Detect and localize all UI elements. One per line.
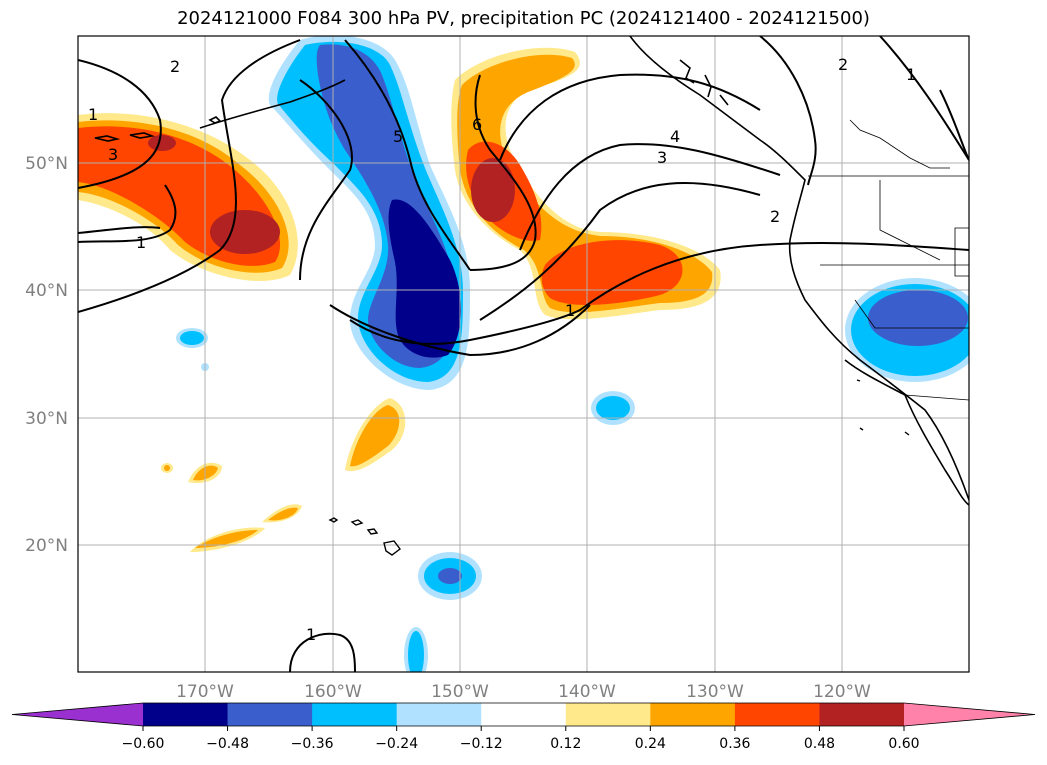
contour-label: 2 [770, 207, 780, 226]
lon-label: 160°W [304, 682, 362, 702]
contour-label: 3 [108, 145, 118, 164]
contour-label: 1 [565, 301, 575, 320]
colorbar-tick-label: −0.12 [460, 736, 503, 752]
map-title: 2024121000 F084 300 hPa PV, precipitatio… [177, 8, 870, 29]
lon-label: 150°W [431, 682, 489, 702]
colorbar-segment [481, 703, 567, 726]
contour-label: 1 [906, 65, 916, 84]
longitude-labels: 170°W 160°W 150°W 140°W 130°W 120°W [176, 682, 871, 702]
pv-contour-labels: 2 1 3 1 5 6 4 3 2 1 2 1 1 [88, 55, 916, 644]
contour-label: 6 [472, 115, 482, 134]
colorbar-segment [650, 703, 736, 726]
colorbar-segment [312, 703, 398, 726]
lat-label: 40°N [25, 281, 68, 301]
contour-label: 4 [670, 127, 680, 146]
precip-negative-socal [845, 278, 969, 382]
precip-negative-main [268, 36, 470, 390]
lon-label: 170°W [176, 682, 234, 702]
colorbar-segment [396, 703, 482, 726]
colorbar-tick-label: 0.12 [550, 736, 581, 752]
contour-label: 3 [657, 148, 667, 167]
colorbar: −0.60 −0.48 −0.36 −0.24 −0.12 0.12 0.24 0.36 0.4… [11, 702, 1036, 752]
lat-label: 20°N [25, 536, 68, 556]
map-area [78, 36, 969, 672]
precip-small-cells [161, 328, 635, 672]
contour-label: 5 [393, 127, 403, 146]
map-frame [77, 35, 970, 673]
islands [328, 379, 910, 556]
colorbar-extend-high [904, 703, 1035, 726]
colorbar-extend-low [12, 703, 143, 726]
colorbar-segment [819, 703, 905, 726]
graticule [78, 36, 969, 672]
contour-label: 1 [136, 233, 146, 252]
lat-label: 50°N [25, 154, 68, 174]
colorbar-segment [565, 703, 651, 726]
lon-label: 120°W [813, 682, 871, 702]
colorbar-tick-label: 0.24 [635, 736, 666, 752]
colorbar-segment [734, 703, 820, 726]
contour-label: 2 [838, 55, 848, 74]
contour-label: 1 [306, 625, 316, 644]
lat-label: 30°N [25, 409, 68, 429]
latitude-labels: 50°N 40°N 30°N 20°N [25, 154, 68, 556]
colorbar-segment [227, 703, 313, 726]
precip-positive-west [78, 113, 298, 281]
colorbar-tick-label: −0.24 [375, 736, 418, 752]
lon-label: 130°W [686, 682, 744, 702]
state-borders [808, 119, 969, 401]
pv-contours [78, 36, 969, 672]
colorbar-segment [143, 703, 229, 726]
colorbar-tick-label: 0.48 [804, 736, 835, 752]
contour-label: 1 [88, 105, 98, 124]
colorbar-tick-label: −0.48 [206, 736, 249, 752]
colorbar-tick-label: 0.36 [719, 736, 750, 752]
lon-label: 140°W [558, 682, 616, 702]
coastline [94, 36, 969, 506]
colorbar-tick-label: −0.60 [122, 736, 165, 752]
colorbar-tick-label: 0.60 [888, 736, 919, 752]
colorbar-tick-label: −0.36 [291, 736, 334, 752]
contour-label: 2 [170, 57, 180, 76]
